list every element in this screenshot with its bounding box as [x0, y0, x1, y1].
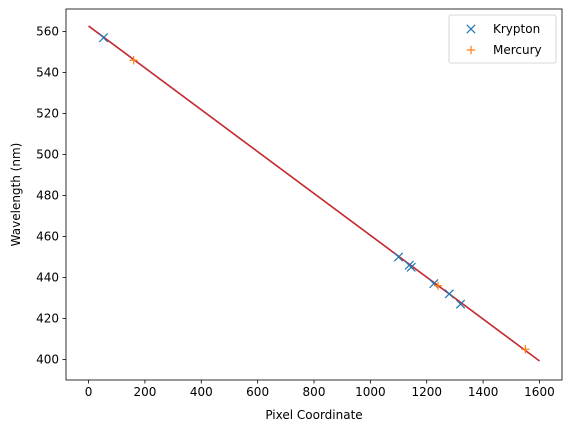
y-axis-label: Wavelength (nm): [9, 143, 23, 247]
mercury-point-3: [521, 345, 530, 354]
axis-ticks: 0 200 400 600 800 1000 1200 1400 1600 400 420 440 46…: [36, 25, 555, 399]
legend-box: [448, 14, 557, 64]
krypton-point-5: [429, 279, 439, 289]
krypton-point-7: [455, 299, 466, 309]
x-tick-label: 1200: [411, 385, 442, 399]
y-tick-label: 540: [36, 66, 59, 80]
y-tick-label: 480: [36, 189, 59, 203]
krypton-point-4: [406, 262, 416, 272]
mercury-point-2: [433, 281, 443, 290]
y-tick-label: 520: [36, 107, 59, 121]
x-tick-label: 0: [85, 385, 93, 399]
fit-line-2: [88, 25, 540, 362]
plot-area: [88, 25, 540, 362]
legend-label-krypton: Krypton: [493, 22, 540, 36]
y-tick-label: 460: [36, 230, 59, 244]
x-tick-label: 1600: [524, 385, 555, 399]
x-tick-label: 800: [303, 385, 326, 399]
y-tick-label: 420: [36, 312, 59, 326]
x-tick-label: 1400: [468, 385, 499, 399]
y-tick-label: 440: [36, 271, 59, 285]
legend: Krypton Mercury: [448, 14, 557, 64]
mercury-point-1: [129, 56, 138, 65]
krypton-point-6: [444, 289, 454, 299]
krypton-point-2: [393, 252, 404, 262]
legend-marker-mercury: [466, 45, 476, 55]
y-tick-label: 560: [36, 25, 59, 39]
x-tick-label: 400: [190, 385, 213, 399]
x-axis-label: Pixel Coordinate: [265, 408, 362, 422]
x-tick-label: 200: [133, 385, 156, 399]
x-tick-label: 1000: [355, 385, 386, 399]
y-tick-label: 500: [36, 148, 59, 162]
y-tick-label: 400: [36, 353, 59, 367]
x-tick-label: 600: [246, 385, 269, 399]
krypton-point-1: [98, 33, 109, 43]
legend-marker-krypton: [466, 24, 476, 34]
legend-label-mercury: Mercury: [493, 43, 542, 57]
